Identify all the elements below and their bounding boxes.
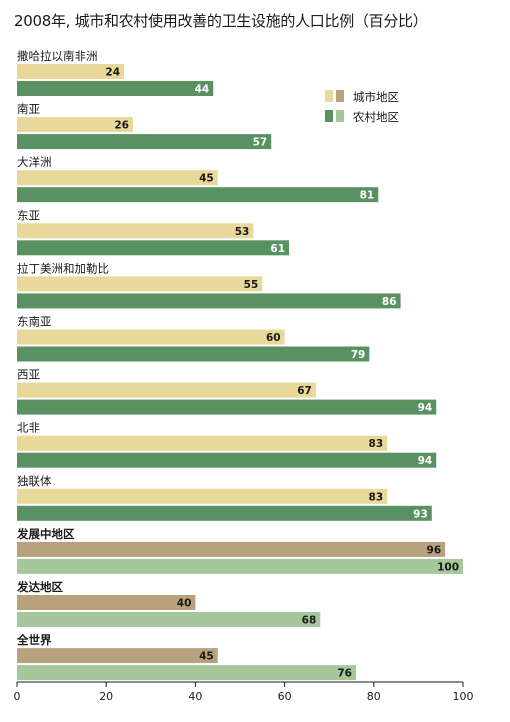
chart-title: 2008年, 城市和农村使用改善的卫生设施的人口比例（百分比） bbox=[14, 12, 428, 30]
rural-bar bbox=[17, 134, 272, 150]
urban-value-label: 26 bbox=[114, 120, 129, 132]
urban-value-label: 60 bbox=[266, 332, 281, 344]
rural-value-label: 100 bbox=[437, 561, 459, 573]
category-label: 东亚 bbox=[17, 208, 40, 222]
urban-bar bbox=[17, 117, 133, 133]
category-label: 发展中地区 bbox=[16, 527, 75, 541]
category-label: 独联体 bbox=[17, 474, 52, 488]
rural-value-label: 94 bbox=[418, 402, 433, 414]
legend-swatch-rural-aggregate bbox=[336, 110, 344, 122]
urban-value-label: 53 bbox=[235, 226, 250, 238]
urban-value-label: 55 bbox=[244, 279, 259, 291]
urban-bar bbox=[17, 223, 254, 239]
rural-value-label: 61 bbox=[270, 243, 285, 255]
rural-value-label: 93 bbox=[413, 508, 428, 520]
category-label: 南亚 bbox=[17, 102, 40, 116]
urban-bar bbox=[17, 170, 218, 186]
urban-value-label: 83 bbox=[369, 438, 384, 450]
category-label: 大洋洲 bbox=[17, 155, 52, 169]
urban-bar bbox=[17, 435, 388, 451]
legend-swatch-rural bbox=[325, 110, 333, 122]
urban-value-label: 83 bbox=[369, 491, 384, 503]
x-tick-label: 40 bbox=[188, 690, 202, 703]
urban-value-label: 24 bbox=[105, 67, 120, 79]
rural-value-label: 79 bbox=[351, 349, 366, 361]
urban-bar bbox=[17, 276, 263, 292]
rural-value-label: 68 bbox=[302, 615, 317, 627]
rural-bar bbox=[17, 505, 432, 521]
legend-label-urban: 城市地区 bbox=[353, 90, 399, 104]
x-tick-label: 60 bbox=[278, 690, 292, 703]
urban-bar bbox=[17, 382, 316, 398]
category-label: 北非 bbox=[17, 421, 40, 435]
urban-bar bbox=[17, 329, 285, 345]
rural-value-label: 57 bbox=[253, 137, 268, 149]
x-tick-label: 100 bbox=[453, 690, 474, 703]
category-label: 撒哈拉以南非洲 bbox=[17, 49, 98, 63]
rural-bar bbox=[17, 558, 463, 574]
urban-bar bbox=[17, 541, 446, 557]
rural-bar bbox=[17, 293, 401, 309]
rural-bar bbox=[17, 665, 356, 681]
x-tick-label: 0 bbox=[14, 690, 21, 703]
legend-label-rural: 农村地区 bbox=[353, 110, 399, 124]
urban-value-label: 96 bbox=[427, 544, 442, 556]
rural-bar bbox=[17, 346, 370, 362]
rural-value-label: 44 bbox=[195, 84, 210, 96]
urban-bar bbox=[17, 64, 125, 79]
category-label: 拉丁美洲和加勒比 bbox=[17, 261, 109, 275]
urban-bar bbox=[17, 488, 388, 504]
rural-bar bbox=[17, 399, 437, 415]
urban-bar bbox=[17, 648, 218, 664]
category-label: 发达地区 bbox=[16, 580, 63, 594]
urban-value-label: 67 bbox=[297, 385, 312, 397]
x-tick-label: 80 bbox=[367, 690, 381, 703]
legend-swatch-urban bbox=[325, 90, 333, 102]
rural-bar bbox=[17, 81, 214, 96]
rural-value-label: 86 bbox=[382, 296, 397, 308]
rural-bar bbox=[17, 240, 290, 256]
urban-bar bbox=[17, 595, 196, 610]
category-label: 西亚 bbox=[17, 368, 40, 382]
rural-bar bbox=[17, 187, 379, 203]
rural-value-label: 76 bbox=[337, 668, 352, 680]
urban-value-label: 45 bbox=[199, 173, 214, 185]
urban-value-label: 40 bbox=[177, 598, 192, 610]
legend-swatch-urban-aggregate bbox=[336, 90, 344, 102]
category-label: 全世界 bbox=[16, 633, 52, 647]
category-label: 东南亚 bbox=[17, 315, 52, 329]
x-tick-label: 20 bbox=[99, 690, 113, 703]
rural-value-label: 94 bbox=[418, 455, 433, 467]
rural-bar bbox=[17, 612, 321, 627]
rural-value-label: 81 bbox=[360, 190, 375, 202]
rural-bar bbox=[17, 452, 437, 468]
urban-value-label: 45 bbox=[199, 651, 214, 663]
